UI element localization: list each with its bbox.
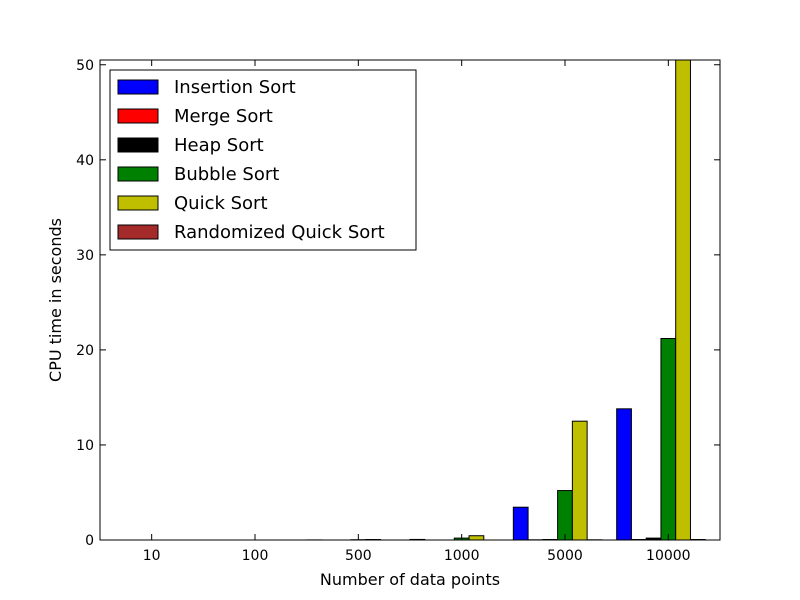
legend-swatch <box>117 79 159 95</box>
x-tick-label: 10 <box>143 548 161 564</box>
bar-insertion-sort-10000 <box>616 408 632 541</box>
legend-swatch <box>117 166 159 182</box>
legend-swatch <box>117 137 159 153</box>
legend-label: Heap Sort <box>174 135 264 156</box>
legend-swatch <box>117 195 159 211</box>
legend-label: Insertion Sort <box>174 77 296 98</box>
legend-swatch <box>117 108 159 124</box>
y-tick-label: 50 <box>76 58 94 74</box>
x-tick-label: 500 <box>345 548 372 564</box>
y-tick-label: 40 <box>76 153 94 169</box>
legend-label: Merge Sort <box>174 106 273 127</box>
bar-quick-sort-1000 <box>468 535 485 541</box>
x-tick-label: 1000 <box>444 548 480 564</box>
legend: Insertion Sort Merge Sort Heap Sort Bubble … <box>109 69 417 251</box>
bar-quick-sort-5000 <box>571 420 588 541</box>
bar-insertion-sort-5000 <box>512 506 529 541</box>
y-tick-label: 30 <box>76 248 94 264</box>
bar-bubble-sort-10000 <box>660 337 677 541</box>
x-tick-label: 5000 <box>547 548 583 564</box>
x-tick-label: 100 <box>242 548 269 564</box>
y-tick-label: 10 <box>76 438 94 454</box>
legend-swatch <box>117 224 159 240</box>
x-axis-title: Number of data points <box>320 570 500 589</box>
y-tick-label: 20 <box>76 343 94 359</box>
bar-bubble-sort-5000 <box>557 490 573 541</box>
legend-label: Bubble Sort <box>174 164 279 185</box>
legend-frame <box>109 69 417 251</box>
y-axis-title: CPU time in seconds <box>46 218 65 382</box>
bar-quick-sort-10000 <box>675 59 691 541</box>
legend-label: Randomized Quick Sort <box>174 222 385 243</box>
y-tick-label: 0 <box>85 533 94 549</box>
legend-label: Quick Sort <box>174 193 268 214</box>
bars-group <box>306 59 706 541</box>
axes-frame <box>99 59 721 541</box>
x-tick-label: 10000 <box>646 548 691 564</box>
y-axis-ticks: 0 10 20 30 40 50 <box>76 58 720 549</box>
x-axis-ticks: 10 100 500 1000 5000 10000 <box>143 60 691 564</box>
